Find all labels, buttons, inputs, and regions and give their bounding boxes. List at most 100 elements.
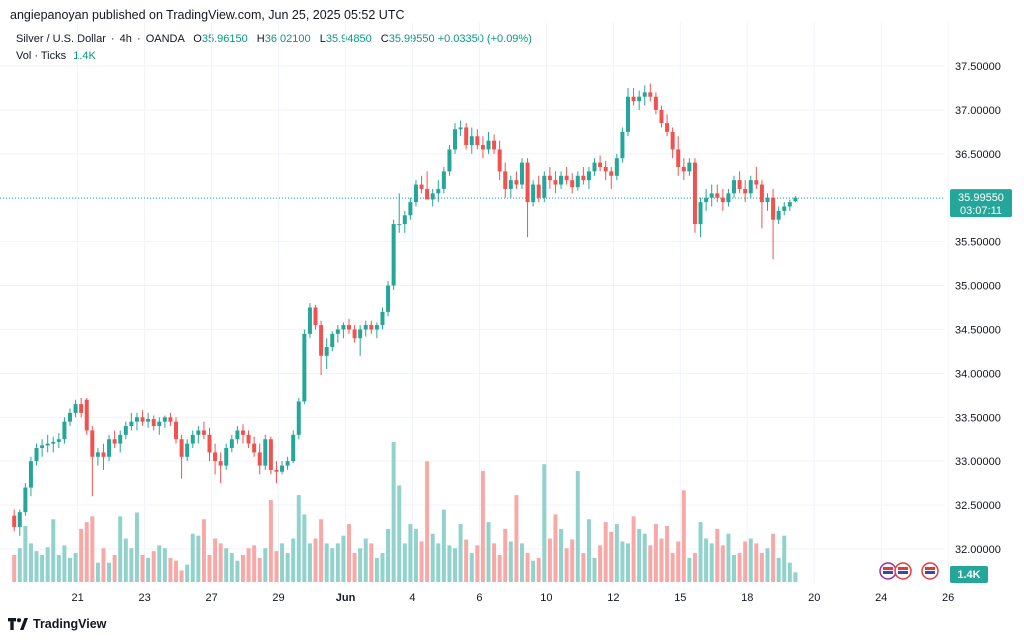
candle-body (559, 175, 564, 185)
candle-body (107, 439, 112, 457)
candle-body (134, 417, 139, 422)
volume-bar (218, 543, 223, 582)
volume-bar (559, 528, 564, 582)
volume-bar (302, 514, 307, 582)
candle-body (592, 162, 597, 172)
candle-body (201, 430, 206, 435)
volume-bar (146, 557, 151, 582)
volume-bar (257, 557, 262, 582)
volume-bar (469, 553, 474, 582)
volume-bar (213, 538, 218, 582)
footer-brand-text: TradingView (33, 617, 107, 631)
volume-indicator-label[interactable]: Vol · Ticks (16, 50, 67, 62)
volume-bar (40, 554, 45, 582)
candle-body (793, 197, 798, 202)
volume-bar (475, 545, 480, 582)
candle-body (453, 129, 458, 150)
volume-bar (123, 538, 128, 582)
candle-body (268, 439, 273, 470)
volume-bar (748, 538, 753, 582)
y-tick-label: 35.00000 (955, 281, 1001, 293)
candle-body (681, 166, 686, 172)
candle-body (374, 325, 379, 330)
tradingview-logo-icon (8, 618, 28, 630)
current-price-text: 35.99550 (958, 192, 1004, 204)
volume-bar (151, 551, 156, 582)
candle-body (123, 426, 128, 435)
candle-body (51, 441, 56, 444)
volume-bar (296, 495, 301, 582)
interval-label[interactable]: 4h (119, 33, 132, 45)
candle-body (469, 136, 474, 146)
candle-body (425, 188, 430, 200)
volume-bar (240, 554, 245, 582)
candle-body (743, 188, 748, 194)
volume-bar (508, 541, 513, 582)
candle-body (84, 399, 89, 431)
candle-body (358, 329, 363, 339)
candle-body (475, 136, 480, 146)
candle-body (68, 412, 72, 422)
candle-body (665, 123, 670, 132)
volume-bar (330, 548, 335, 582)
candle-body (179, 439, 184, 457)
volume-bar (386, 528, 391, 582)
volume-bar (436, 543, 441, 582)
candle-body (748, 180, 753, 194)
volume-bar (681, 490, 686, 582)
symbol-name[interactable]: Silver / U.S. Dollar (16, 33, 106, 45)
x-tick-label: 23 (139, 592, 151, 604)
candle-body (319, 325, 324, 356)
volume-bar (107, 562, 112, 582)
volume-bar (134, 512, 139, 582)
candle-body (313, 307, 318, 326)
x-tick-label: 6 (476, 592, 482, 604)
volume-bar (670, 553, 675, 582)
candle-body (363, 325, 368, 330)
volume-bar (575, 470, 580, 582)
volume-bar (581, 553, 586, 582)
volume-bar (531, 560, 536, 582)
volume-bar (737, 553, 742, 582)
volume-bar (274, 551, 279, 582)
volume-bar (162, 548, 167, 582)
volume-bar (12, 554, 17, 582)
candle-body (531, 184, 536, 203)
candle-body (514, 180, 519, 185)
candle-body (570, 180, 575, 188)
volume-bar (637, 528, 642, 582)
volume-bar (743, 541, 748, 582)
candle-body (263, 439, 268, 466)
candle-body (330, 333, 335, 348)
volume-bar (782, 535, 787, 582)
candle-body (659, 109, 664, 124)
volume-bar (709, 543, 714, 582)
volume-bar (648, 545, 653, 582)
volume-bar (754, 543, 759, 582)
candle-body (213, 452, 218, 462)
volume-bar (79, 528, 84, 582)
candle-body (704, 197, 709, 203)
candle-body (391, 224, 396, 286)
volume-bar (335, 543, 340, 582)
candle-body (754, 180, 759, 185)
candle-body (653, 96, 658, 110)
candle-body (347, 325, 351, 330)
candle-body (687, 162, 692, 172)
candle-body (235, 430, 240, 440)
candle-body (492, 140, 497, 150)
volume-bar (698, 522, 703, 582)
candle-body (776, 210, 781, 220)
volume-bar (235, 560, 240, 582)
candle-body (246, 434, 251, 444)
volume-bar (95, 562, 100, 582)
volume-bar (263, 548, 268, 582)
x-tick-label: 12 (607, 592, 619, 604)
candle-body (715, 193, 720, 198)
candle-body (79, 404, 84, 413)
candle-body (637, 96, 642, 102)
candle-body (17, 512, 22, 528)
volume-bar (73, 553, 78, 582)
volume-bar (793, 572, 798, 582)
